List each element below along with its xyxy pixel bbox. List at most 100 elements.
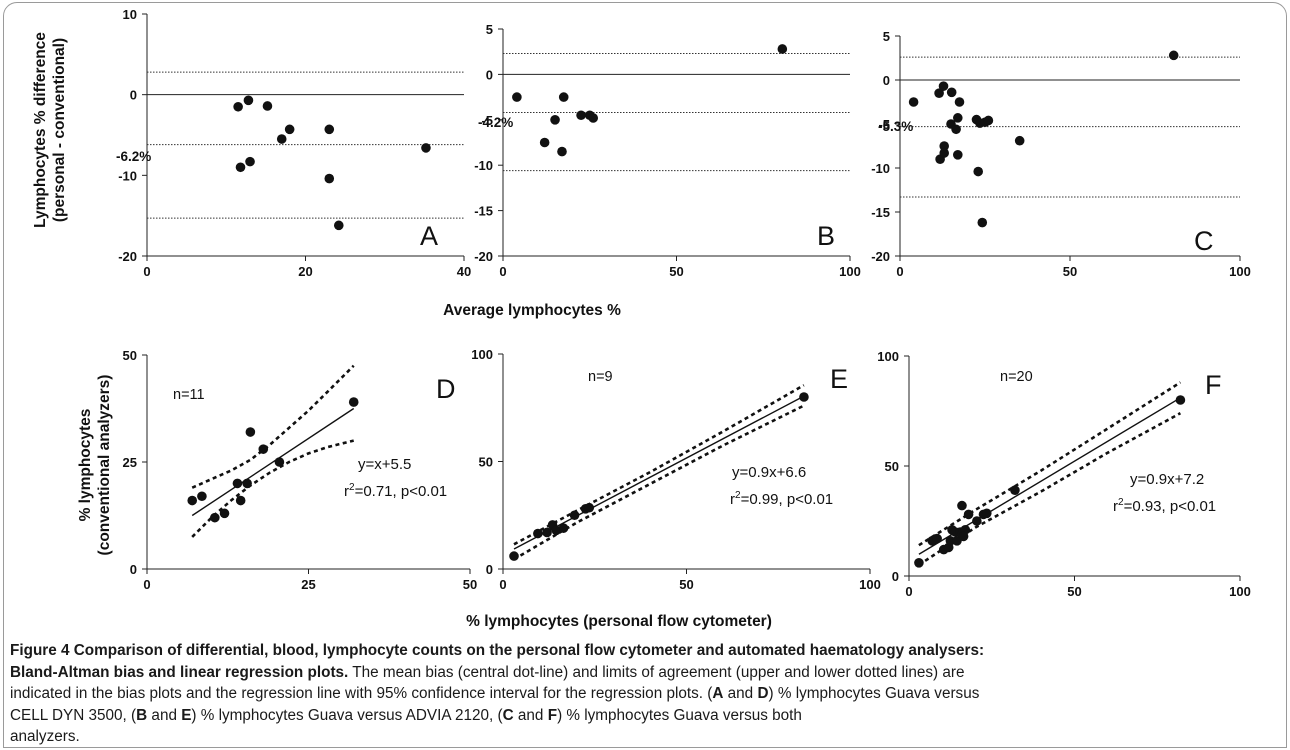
panel-f-y-tick-label: 100 bbox=[877, 349, 899, 364]
r2-prefix: r bbox=[1113, 498, 1118, 515]
panel-c-y-tick-label: -15 bbox=[871, 205, 890, 220]
bottom-x-axis-label: % lymphocytes (personal flow cytometer) bbox=[466, 613, 772, 630]
panel-a-data-point bbox=[333, 220, 344, 231]
panel-c-data-point bbox=[938, 81, 949, 91]
panel-c-y-tick-label: 5 bbox=[883, 29, 890, 44]
panel-a-data-point bbox=[262, 101, 273, 111]
r2-value: =0.93, p<0.01 bbox=[1124, 498, 1217, 515]
r2-superscript: 2 bbox=[349, 482, 355, 493]
caption-line-4-mid: ) % lymphocytes Guava versus ADVIA 2120,… bbox=[191, 706, 503, 724]
panel-d-data-point bbox=[242, 478, 252, 489]
panel-d-data-point bbox=[274, 457, 285, 467]
panel-e-data-point bbox=[533, 528, 543, 539]
panel-a-data-point bbox=[235, 162, 246, 173]
panel-b-y-tick-label: 0 bbox=[486, 67, 493, 82]
panel-d-letter: D bbox=[436, 374, 456, 404]
panel-c-data-point bbox=[1168, 50, 1179, 61]
panel-f-y-tick-label: 50 bbox=[885, 459, 899, 474]
panel-b-x-tick-label: 0 bbox=[499, 264, 506, 279]
panel-a-x-tick-label: 40 bbox=[457, 264, 471, 279]
panel-d-data-point bbox=[219, 508, 230, 519]
caption-title: Figure 4 Comparison of differential, blo… bbox=[10, 642, 985, 659]
panel-f-regression-plot: 0 50 100 100 50 0 n=20 y=0.9x+7.2 r2=0.93, p<0.0… bbox=[877, 349, 1251, 599]
panel-a-bias-plot: 0 20 40 10 0 -10 -20 -6.2% A bbox=[116, 7, 471, 279]
panel-c-data-point bbox=[954, 97, 965, 107]
panel-a-letter: A bbox=[420, 221, 438, 251]
panel-d-y-tick-label: 50 bbox=[123, 348, 137, 363]
panel-e-n-label: n=9 bbox=[588, 369, 613, 385]
panel-f-y-tick-label: 0 bbox=[892, 569, 899, 584]
bottom-y-axis-label-line-1: % lymphocytes bbox=[77, 409, 94, 522]
panel-f-n-label: n=20 bbox=[1000, 369, 1033, 385]
r2-prefix: r bbox=[730, 491, 735, 508]
panel-d-n-label: n=11 bbox=[173, 387, 205, 403]
panel-c-data-point bbox=[953, 113, 963, 123]
panel-c-x-tick-label: 0 bbox=[896, 264, 903, 279]
panel-d-regression-plot: 0 25 50 50 25 0 n=11 y=x+5.5 r2=0.71, p<0.01 D bbox=[123, 348, 478, 592]
panel-f-data-point bbox=[963, 509, 974, 520]
panel-d-data-point bbox=[258, 444, 269, 454]
panel-d-y-tick-label: 25 bbox=[123, 455, 137, 470]
panel-f-data-point bbox=[981, 508, 992, 519]
panel-a-data-point bbox=[284, 124, 295, 135]
panel-a-data-point bbox=[276, 134, 287, 144]
panel-b-x-tick-label: 100 bbox=[839, 264, 861, 279]
caption-line-5-text: analyzers. bbox=[10, 728, 80, 745]
caption-line-3-text: indicated in the bias plots and the regr… bbox=[10, 685, 713, 702]
caption-line-3-tail: ) % lymphocytes Guava versus bbox=[768, 685, 980, 702]
panel-f-data-point bbox=[914, 558, 924, 568]
r2-superscript: 2 bbox=[1118, 497, 1124, 508]
panel-b-x-tick-label: 50 bbox=[669, 264, 683, 279]
panel-b-y-tick-label: 5 bbox=[486, 22, 493, 37]
caption-line-4-start: CELL DYN 3500, ( bbox=[10, 706, 137, 724]
panel-e-y-tick-label: 100 bbox=[471, 347, 493, 362]
panel-b-bias-label: -4.2% bbox=[478, 115, 513, 130]
caption-ref-b: B bbox=[136, 706, 148, 724]
panel-b-letter: B bbox=[817, 221, 835, 251]
caption-ref-e: E bbox=[181, 706, 192, 724]
panel-f-data-point bbox=[1010, 485, 1020, 496]
panel-d-r2-label: r2=0.71, p<0.01 bbox=[344, 482, 447, 500]
panel-e-data-point bbox=[569, 510, 580, 521]
panel-c-data-point bbox=[934, 88, 944, 98]
caption-ref-d: D bbox=[757, 685, 769, 702]
panel-c-y-tick-label: 0 bbox=[883, 73, 890, 88]
panel-f-data-point bbox=[972, 516, 982, 526]
panel-d-data-point bbox=[210, 512, 220, 523]
top-y-axis-label-line-2: (personal - conventional) bbox=[51, 38, 68, 222]
panel-e-x-tick-label: 0 bbox=[499, 577, 506, 592]
panel-d-data-point bbox=[187, 495, 198, 506]
panel-c-y-tick-label: -10 bbox=[871, 161, 890, 176]
caption-line-1: Figure 4 Comparison of differential, blo… bbox=[10, 640, 1280, 662]
panel-c-x-tick-label: 50 bbox=[1063, 264, 1077, 279]
panel-a-data-point bbox=[233, 101, 243, 112]
panel-f-data-point bbox=[1175, 395, 1186, 405]
panel-e-y-tick-label: 0 bbox=[486, 562, 493, 577]
panel-c-data-point bbox=[953, 150, 963, 160]
top-x-axis-label: Average lymphocytes % bbox=[443, 302, 621, 319]
caption-and-3: and bbox=[513, 706, 548, 724]
panel-a-y-tick-label: 10 bbox=[123, 7, 137, 22]
panel-e-data-point bbox=[799, 392, 809, 402]
panel-d-x-tick-label: 25 bbox=[301, 577, 315, 592]
top-y-axis-label-line-1: Lymphocytes % difference bbox=[32, 32, 49, 228]
panel-b-data-point bbox=[777, 44, 788, 54]
panel-a-y-tick-label: 0 bbox=[130, 88, 137, 103]
panel-a-x-tick-label: 20 bbox=[298, 264, 312, 279]
panel-a-x-tick-label: 0 bbox=[143, 264, 150, 279]
panel-e-regression-plot: 0 50 100 100 50 0 n=9 y=0.9x+6.6 r2=0.99, p<0.01… bbox=[471, 347, 881, 592]
caption-and-2: and bbox=[147, 706, 182, 724]
panel-e-data-point bbox=[551, 525, 562, 536]
panel-d-data-point bbox=[245, 427, 256, 437]
panel-e-letter: E bbox=[830, 364, 848, 394]
panel-c-x-tick-label: 100 bbox=[1229, 264, 1251, 279]
panel-e-r2-label: r2=0.99, p<0.01 bbox=[730, 490, 833, 508]
panel-b-data-point bbox=[588, 113, 599, 123]
panel-e-data-point bbox=[584, 502, 595, 513]
panel-d-ci-lower-line bbox=[191, 439, 355, 538]
caption-ref-a: A bbox=[712, 685, 724, 702]
caption-line-5: analyzers. bbox=[10, 726, 1280, 748]
